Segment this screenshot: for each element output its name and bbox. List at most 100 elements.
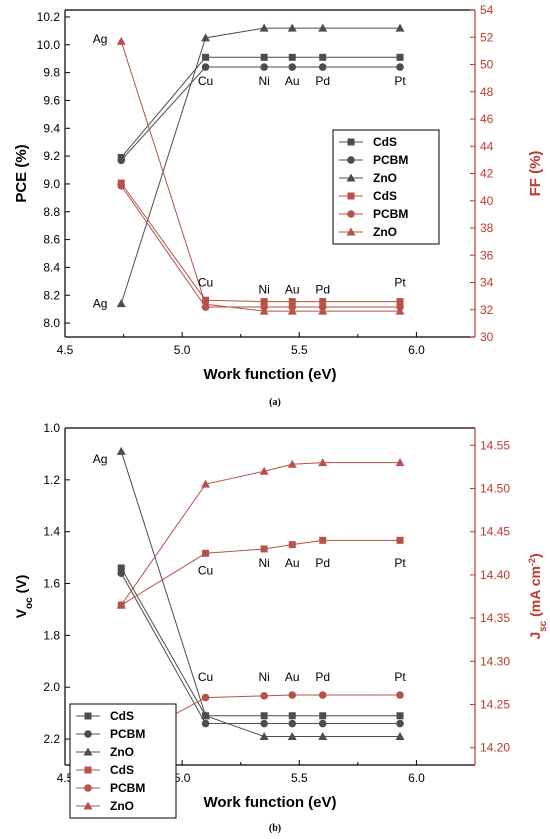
annotation-label: Ag xyxy=(93,32,108,46)
y-right-tick-label: 14.50 xyxy=(480,481,510,495)
annotation-label: Pt xyxy=(394,556,406,570)
y-right-tick-label: 14.55 xyxy=(480,438,510,452)
data-point-cds-right xyxy=(260,298,268,306)
legend-marker xyxy=(346,227,356,236)
panel-label-a: (a) xyxy=(269,397,281,408)
panel-label-b: (b) xyxy=(268,823,282,834)
data-point-zno-right xyxy=(395,306,405,315)
annotation-label: Pt xyxy=(394,74,406,88)
data-point-zno-left xyxy=(395,23,405,32)
legend-marker xyxy=(84,712,92,720)
y-left-tick-label: 1.8 xyxy=(43,628,60,642)
y-right-tick-label: 42 xyxy=(480,167,494,181)
data-point-zno-right xyxy=(318,458,328,467)
annotation-label: Pd xyxy=(315,556,330,570)
data-point-cds-right xyxy=(396,298,404,306)
legend-marker xyxy=(84,766,92,774)
series-line-cds-right xyxy=(120,182,401,303)
data-point-cds-right xyxy=(288,541,296,549)
annotation-label: Au xyxy=(285,556,300,570)
data-point-pcbm-right xyxy=(201,693,210,702)
legend-label: CdS xyxy=(373,135,397,149)
data-point-pcbm-right xyxy=(260,692,268,700)
data-point-cds-right xyxy=(288,298,296,306)
data-point-pcbm-left xyxy=(288,63,297,71)
annotation-label: Au xyxy=(285,283,300,297)
data-point-zno-left xyxy=(259,731,269,740)
legend-box xyxy=(332,129,440,245)
y-right-tick-label: 52 xyxy=(480,30,494,44)
data-point-pcbm-left xyxy=(201,719,210,728)
data-point-cds-left xyxy=(202,53,210,61)
legend: CdS PCBM ZnO CdS PCBM ZnO xyxy=(69,703,177,819)
y-right-tick-label: 14.25 xyxy=(480,698,510,712)
y-right-tick-label: 38 xyxy=(480,221,494,235)
y-right-axis-label: FF (%) xyxy=(527,151,544,197)
legend-label: ZnO xyxy=(110,745,134,759)
data-point-pcbm-right xyxy=(396,691,404,699)
data-point-pcbm-left xyxy=(117,569,126,577)
data-point-cds-right xyxy=(319,298,327,306)
chart-panel-b: 4.5 5.0 5.5 6.0 1.0 1.2 1.4 1.6 1.8 2.0 2.2 14.20 14… xyxy=(13,421,549,819)
y-right-tick-label: 30 xyxy=(480,330,494,344)
y-left-tick-label: 8.4 xyxy=(43,260,60,274)
x-tick-label: 5.0 xyxy=(174,771,191,785)
legend-marker xyxy=(347,192,355,200)
data-point-zno-right xyxy=(259,306,269,315)
data-point-zno-left xyxy=(287,731,297,740)
legend: CdS PCBM ZnO CdS PCBM ZnO xyxy=(332,129,440,245)
data-point-cds-left xyxy=(396,712,404,720)
series-line-zno-left xyxy=(120,27,401,304)
data-point-zno-left xyxy=(259,23,269,32)
data-point-zno-right xyxy=(116,600,126,609)
y-left-axis-label: Voc (V) xyxy=(13,575,35,619)
data-point-pcbm-left xyxy=(260,719,268,728)
x-tick-label: 5.5 xyxy=(291,343,308,357)
annotation-label: Pd xyxy=(315,670,330,684)
y-left-tick-label: 9.4 xyxy=(43,121,60,135)
legend-label: PCBM xyxy=(373,153,408,167)
x-tick-label: 5.5 xyxy=(291,771,308,785)
y-left-tick-label: 1.6 xyxy=(43,577,60,591)
y-left-tick-label: 9.6 xyxy=(43,93,60,107)
legend-marker xyxy=(347,156,355,164)
y-right-tick-label: 48 xyxy=(480,85,494,99)
data-point-zno-right xyxy=(116,36,126,45)
annotation-label: Ag xyxy=(93,297,108,311)
series-line-pcbm-left xyxy=(120,572,401,725)
annotation-label: Cu xyxy=(198,74,213,88)
x-tick-label: 4.5 xyxy=(57,343,74,357)
data-point-pcbm-left xyxy=(260,63,268,71)
y-right-tick-label: 54 xyxy=(480,3,494,17)
data-point-pcbm-left xyxy=(201,63,210,71)
data-point-zno-left xyxy=(201,33,211,42)
series-line-cds-left xyxy=(120,567,401,717)
x-tick-label: 6.0 xyxy=(408,343,425,357)
legend-label: CdS xyxy=(110,763,134,777)
data-point-pcbm-left xyxy=(318,63,327,71)
data-point-cds-left xyxy=(288,53,296,61)
y-right-tick-label: 44 xyxy=(480,139,494,153)
y-right-tick-label: 36 xyxy=(480,248,494,262)
data-point-cds-left xyxy=(260,53,268,61)
data-point-zno-right xyxy=(201,479,211,488)
chart-panel-a: 4.5 5.0 5.5 6.0 8.0 8.2 8.4 8.6 8.8 9.0 9.2 9.4 9.6 9… xyxy=(13,3,544,383)
y-left-tick-label: 2.2 xyxy=(43,732,60,746)
annotation-label: Ni xyxy=(258,283,269,297)
annotation-label: Au xyxy=(285,74,300,88)
series-line-cds-right xyxy=(120,539,401,606)
legend-marker xyxy=(347,210,355,218)
data-point-pcbm-left xyxy=(396,63,404,71)
series-line-pcbm-right xyxy=(120,694,401,744)
y-right-tick-label: 46 xyxy=(480,112,494,126)
y-left-tick-label: 8.6 xyxy=(43,233,60,247)
data-point-zno-right xyxy=(259,466,269,475)
data-point-zno-right xyxy=(287,306,297,315)
y-left-tick-label: 9.0 xyxy=(43,177,60,191)
data-point-pcbm-left xyxy=(117,156,126,165)
series-line-zno-right xyxy=(120,41,401,312)
data-point-cds-left xyxy=(319,53,327,61)
data-point-zno-left xyxy=(395,731,405,740)
data-point-zno-right xyxy=(318,306,328,315)
y-left-tick-label: 8.8 xyxy=(43,205,60,219)
